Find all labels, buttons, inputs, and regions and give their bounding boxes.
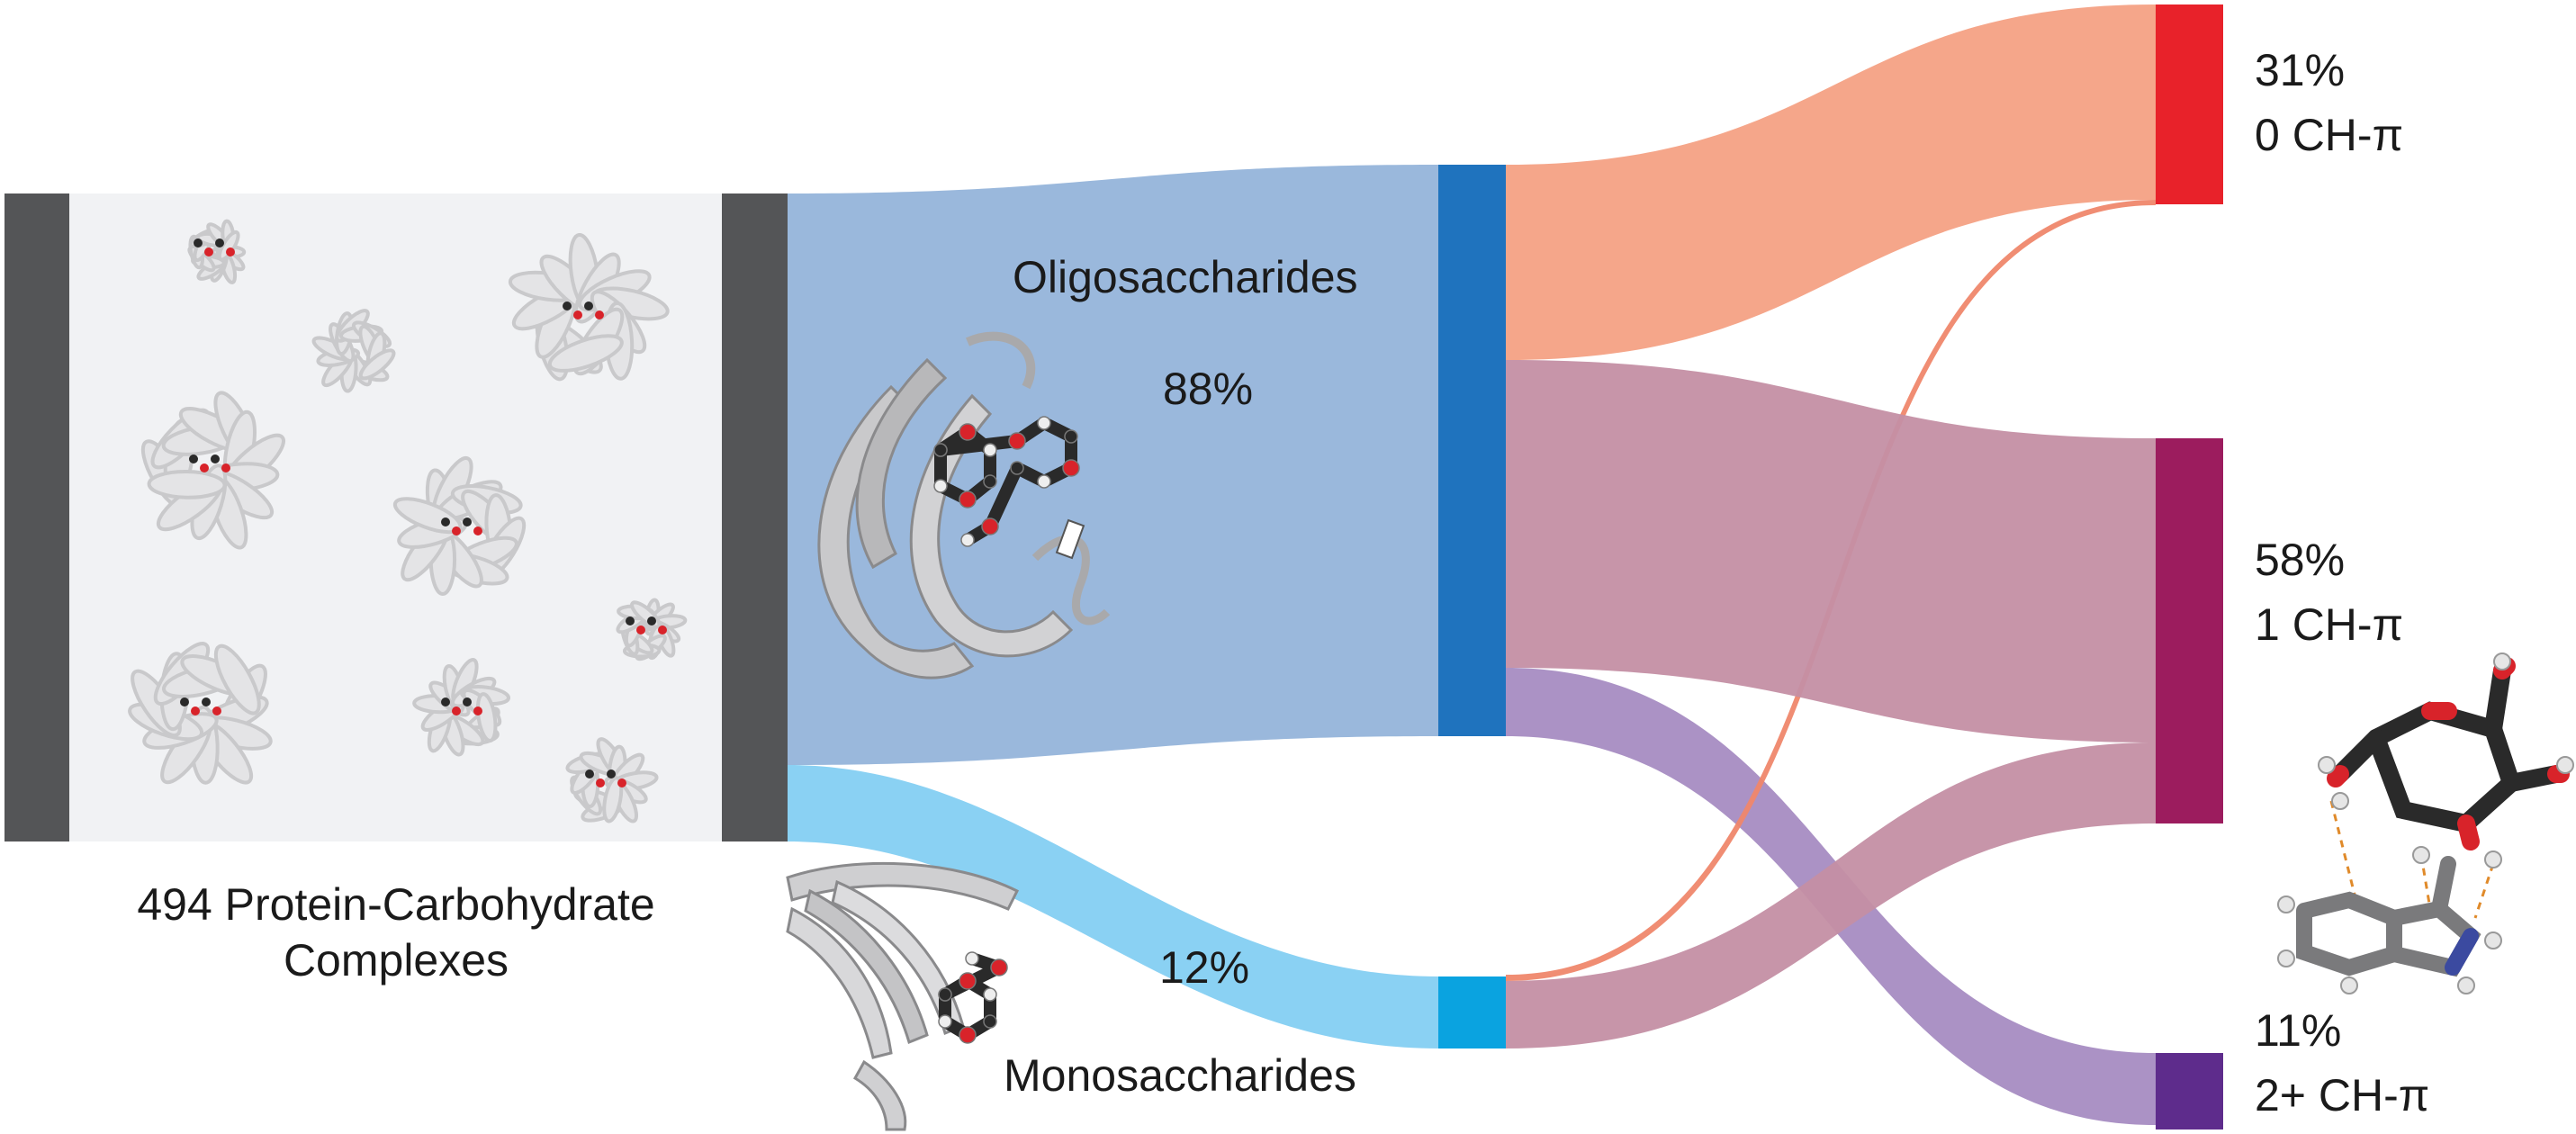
- source-node: [5, 194, 788, 842]
- source-bar-right: [722, 194, 788, 842]
- oligosaccharide-binding-protein-icon: [817, 331, 1111, 680]
- monosaccharide-binding-protein-icon: [786, 861, 1020, 1131]
- source-label-line2: Complexes: [283, 935, 509, 986]
- ch0-percent: 31%: [2255, 45, 2346, 95]
- link-mono-ch1: [1506, 742, 2156, 1048]
- ch1-label: 1 CH-π: [2255, 599, 2404, 650]
- node-ch0: [2156, 4, 2223, 204]
- protein-structures-collage-icon: [128, 219, 688, 824]
- node-ch2: [2156, 1053, 2223, 1130]
- oligosaccharides-percent: 88%: [1163, 364, 1254, 414]
- monosaccharides-percent: 12%: [1159, 942, 1250, 993]
- link-oligo-ch0: [1506, 4, 2156, 360]
- monosaccharides-label: Monosaccharides: [1004, 1050, 1356, 1101]
- oligosaccharides-label: Oligosaccharides: [1013, 252, 1358, 302]
- link-oligo-ch1: [1506, 360, 2156, 742]
- source-bar-left: [5, 194, 69, 842]
- ch0-label: 0 CH-π: [2255, 110, 2404, 160]
- ch2-percent: 11%: [2255, 1005, 2342, 1056]
- source-label-line1: 494 Protein-Carbohydrate: [137, 879, 655, 930]
- link-source-mono: [788, 765, 1438, 1048]
- ch-pi-interaction-molecule-icon: [2277, 652, 2574, 994]
- node-oligosaccharides: [1438, 165, 1506, 736]
- ch2-label: 2+ CH-π: [2255, 1070, 2430, 1120]
- node-monosaccharides: [1438, 976, 1506, 1048]
- node-ch1: [2156, 438, 2223, 824]
- ch1-percent: 58%: [2255, 535, 2346, 585]
